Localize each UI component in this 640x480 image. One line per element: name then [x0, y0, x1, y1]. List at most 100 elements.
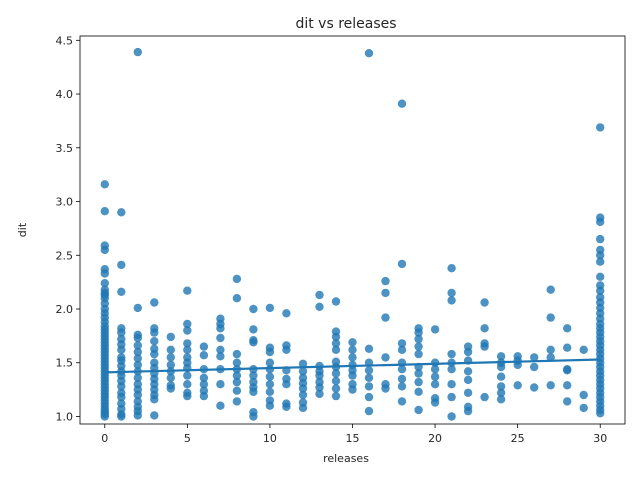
y-tick-label: 4.0 — [56, 88, 74, 101]
scatter-point — [596, 234, 605, 244]
y-tick-label: 4.5 — [56, 34, 74, 47]
scatter-point — [315, 290, 324, 300]
scatter-point — [232, 349, 242, 359]
scatter-point — [117, 392, 126, 402]
scatter-point — [315, 302, 324, 311]
scatter-point — [331, 297, 341, 306]
scatter-point — [530, 353, 539, 362]
scatter-point — [480, 342, 489, 351]
scatter-point — [364, 49, 374, 58]
scatter-point — [298, 403, 308, 413]
x-tick-label: 30 — [593, 432, 607, 445]
scatter-point — [298, 367, 308, 376]
scatter-point — [133, 303, 142, 313]
x-tick-label: 10 — [263, 432, 277, 445]
scatter-point — [364, 373, 374, 382]
scatter-point — [133, 390, 142, 400]
scatter-point — [414, 342, 423, 351]
x-tick-label: 5 — [184, 432, 191, 445]
scatter-point — [117, 260, 126, 270]
scatter-point — [232, 358, 242, 367]
scatter-point — [331, 384, 341, 393]
scatter-point — [381, 276, 390, 286]
y-tick-label: 3.5 — [56, 142, 74, 155]
scatter-point — [249, 412, 258, 421]
scatter-point — [563, 397, 572, 406]
scatter-point — [166, 332, 175, 342]
chart-title: dit vs releases — [295, 16, 396, 32]
scatter-point — [381, 353, 390, 362]
scatter-point — [496, 372, 506, 381]
scatter-point — [249, 387, 258, 396]
scatter-point — [563, 366, 572, 375]
scatter-point — [100, 180, 110, 189]
scatter-point — [397, 345, 407, 354]
scatter-point — [397, 382, 407, 391]
scatter-point — [199, 342, 209, 351]
scatter-point — [298, 384, 308, 393]
scatter-point — [430, 372, 440, 381]
scatter-point — [150, 337, 159, 346]
scatter-point — [364, 392, 374, 402]
scatter-point — [480, 392, 489, 402]
scatter-point — [150, 298, 159, 307]
scatter-point — [150, 328, 159, 337]
scatter-point — [282, 402, 291, 411]
scatter-point — [579, 390, 588, 400]
x-tick-label: 20 — [428, 432, 442, 445]
scatter-point — [447, 296, 456, 305]
scatter-point — [331, 369, 341, 378]
scatter-point — [331, 332, 341, 342]
scatter-point — [117, 382, 126, 391]
scatter-point — [447, 392, 456, 402]
scatter-point — [117, 345, 126, 354]
scatter-point — [183, 371, 192, 380]
scatter-point — [216, 401, 225, 410]
scatter-point — [348, 353, 357, 362]
regression-layer — [104, 358, 601, 374]
scatter-point — [265, 358, 275, 367]
scatter-point — [397, 339, 407, 348]
scatter-point — [265, 387, 275, 396]
scatter-point — [480, 324, 489, 333]
scatter-point — [133, 360, 142, 370]
scatter-point — [430, 380, 440, 389]
scatter-point — [133, 373, 142, 382]
scatter-point — [232, 274, 242, 284]
y-tick-label: 2.0 — [56, 303, 74, 316]
scatter-point — [216, 345, 225, 354]
scatter-point — [117, 208, 126, 217]
scatter-point — [183, 391, 192, 401]
scatter-point — [348, 345, 357, 354]
scatter-point — [282, 309, 291, 318]
scatter-point — [100, 207, 110, 216]
scatter-point — [199, 380, 209, 389]
scatter-point — [331, 391, 341, 401]
scatter-point — [463, 347, 473, 357]
scatter-point — [447, 264, 456, 273]
scatter-point — [414, 377, 423, 387]
scatter-point — [265, 347, 275, 357]
scatter-point — [133, 333, 142, 343]
scatter-point — [166, 360, 175, 370]
scatter-point — [463, 367, 473, 376]
plot-frame — [79, 35, 626, 425]
scatter-point — [117, 287, 126, 296]
scatter-point — [579, 403, 588, 413]
scatter-point — [364, 366, 374, 375]
scatter-point — [563, 324, 572, 333]
scatter-point — [183, 345, 192, 354]
scatter-point — [348, 385, 357, 394]
scatter-point — [546, 313, 555, 322]
scatter-point — [331, 376, 341, 386]
scatter-point — [100, 279, 110, 288]
scatter-point — [414, 334, 423, 344]
scatter-point — [447, 365, 456, 374]
scatter-point — [100, 269, 110, 278]
scatter-point — [546, 381, 555, 390]
scatter-point — [315, 371, 324, 380]
ticks-layer: 0 5 10 15 20 25 30 1.0 1.5 2.0 2.5 3.0 3.5 4.0 4.5 — [56, 34, 608, 445]
scatter-point — [331, 339, 341, 348]
scatter-point — [150, 349, 159, 359]
